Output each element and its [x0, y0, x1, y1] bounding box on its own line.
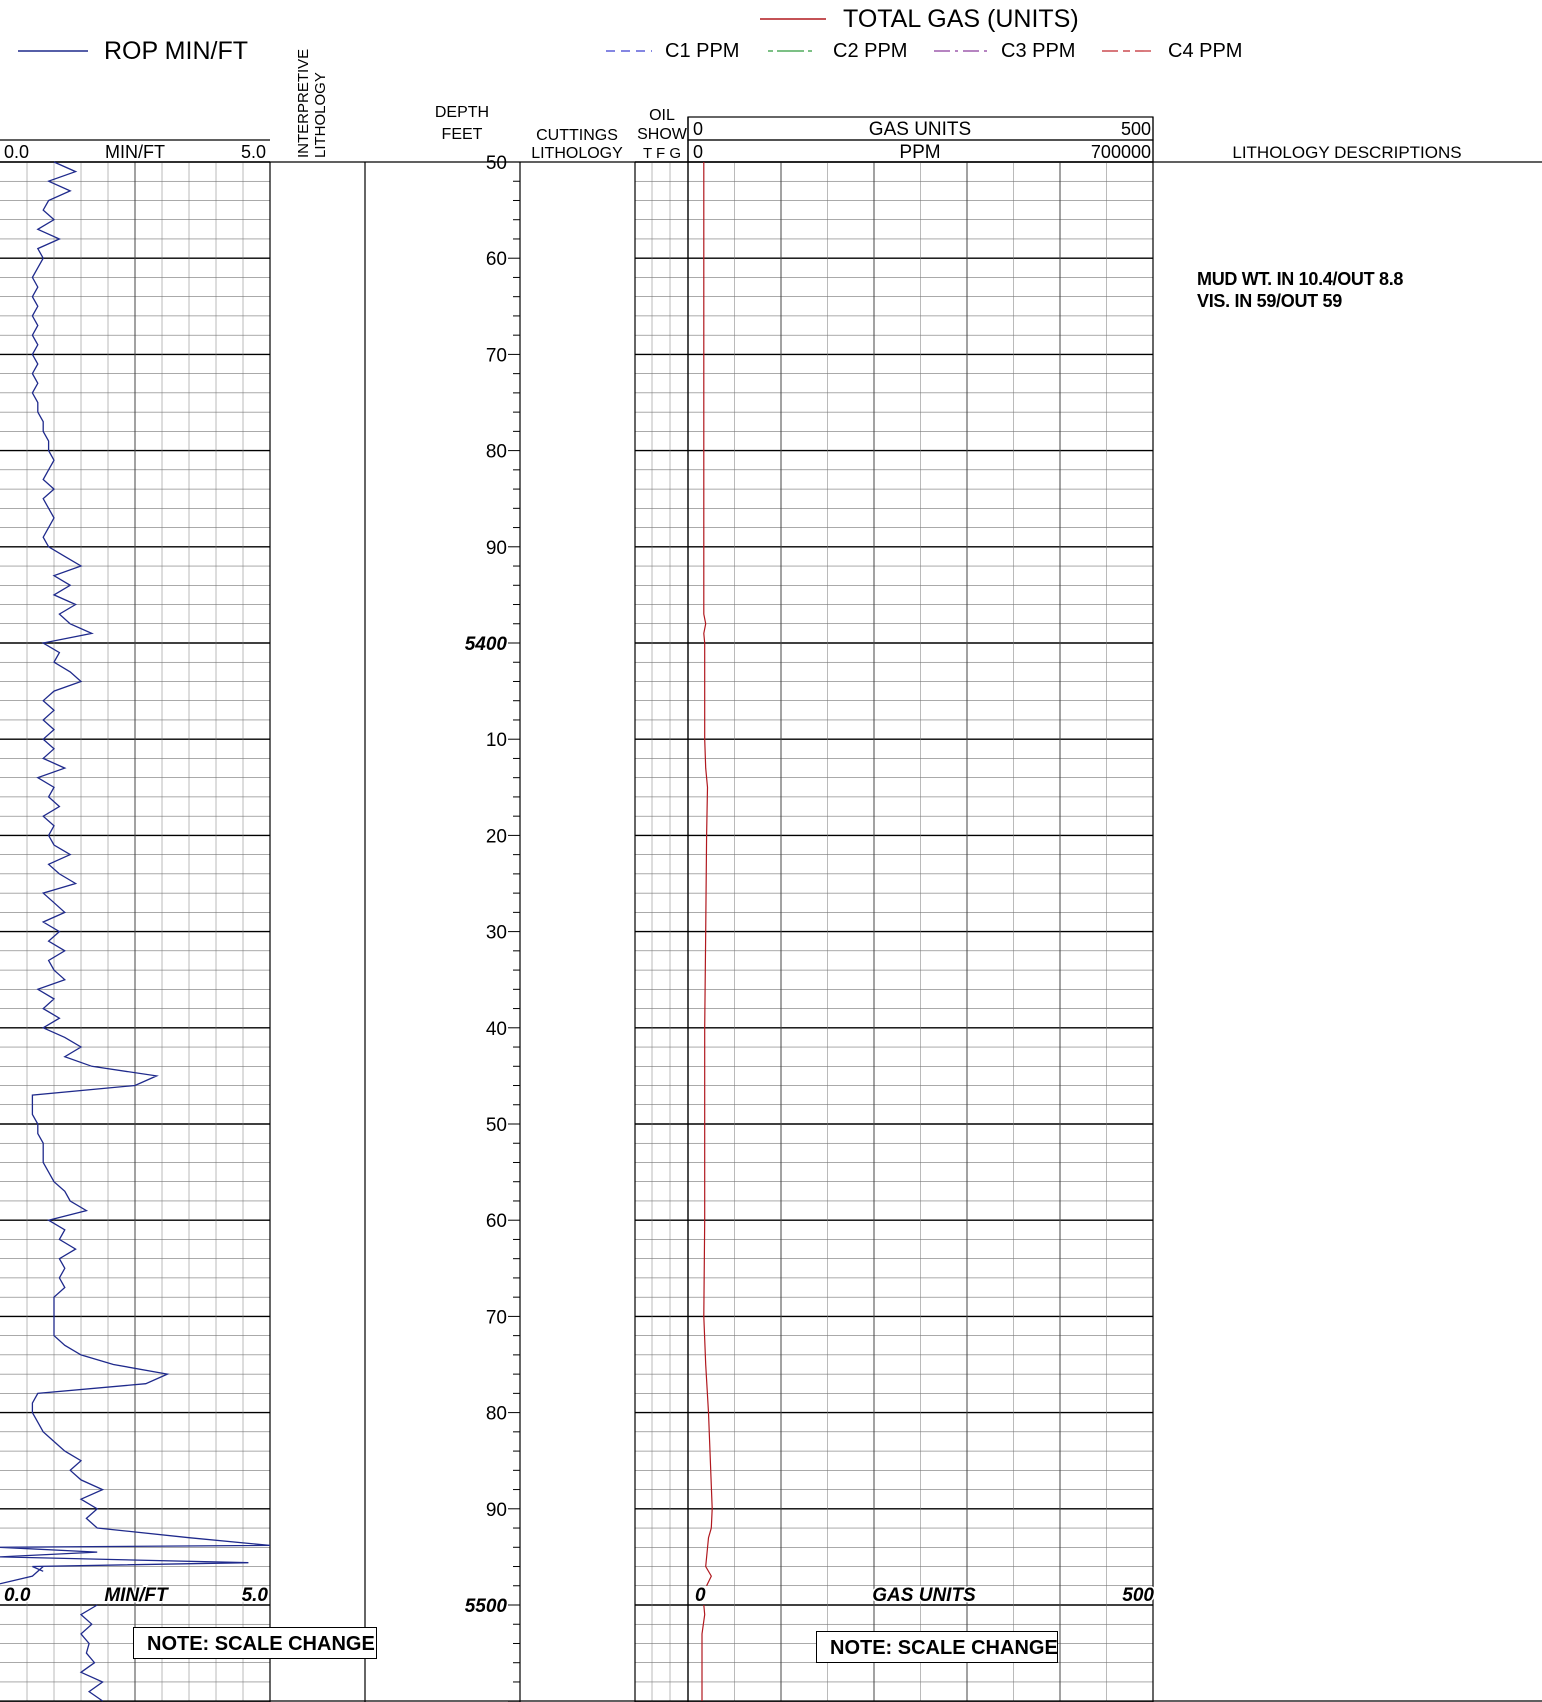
- depth-header-1: DEPTH: [435, 104, 489, 121]
- repeat-rop-max: 5.0: [242, 1585, 269, 1606]
- depth-label: 50: [486, 153, 507, 174]
- repeat-gas-min: 0: [695, 1585, 706, 1606]
- depth-label: 60: [486, 249, 507, 270]
- lithology-descriptions-header: LITHOLOGY DESCRIPTIONS: [1232, 143, 1461, 162]
- rop-scale-max: 5.0: [241, 142, 266, 162]
- rop-track-grid: [0, 161, 270, 1702]
- cuttings-header-2: LITHOLOGY: [531, 145, 623, 162]
- depth-label: 90: [486, 1500, 507, 1521]
- depth-label: 50: [486, 1115, 507, 1136]
- lithology-descriptions: MUD WT. IN 10.4/OUT 8.8 VIS. IN 59/OUT 5…: [1197, 268, 1403, 312]
- depth-label: 40: [486, 1019, 507, 1040]
- legend-rop: ROP MIN/FT: [104, 37, 248, 65]
- rop-scale-min: 0.0: [4, 142, 29, 162]
- legend-c2: C2 PPM: [833, 40, 907, 62]
- total-gas-curve: [703, 162, 713, 1587]
- total-gas-curve: [701, 1604, 706, 1701]
- depth-ticks: [508, 161, 520, 1702]
- repeat-gas-label: GAS UNITS: [872, 1585, 976, 1606]
- oil-show-header-2: SHOW: [637, 126, 688, 143]
- description-mud-weight: MUD WT. IN 10.4/OUT 8.8: [1197, 269, 1404, 289]
- depth-label: 10: [486, 730, 507, 751]
- rop-curve: [0, 161, 271, 1572]
- gas-scale-units-label: GAS UNITS: [869, 119, 971, 140]
- depth-header-2: FEET: [442, 126, 483, 143]
- depth-label: 5400: [465, 634, 508, 655]
- gas-scale-ppm-min: 0: [693, 142, 703, 162]
- repeat-rop-min: 0.0: [4, 1585, 31, 1606]
- cuttings-header-1: CUTTINGS: [536, 127, 618, 144]
- repeat-rop-label: MIN/FT: [104, 1585, 169, 1606]
- description-viscosity: VIS. IN 59/OUT 59: [1197, 291, 1342, 311]
- gas-scale-ppm-label: PPM: [899, 142, 940, 163]
- depth-label: 5500: [465, 1596, 508, 1617]
- legend-c4: C4 PPM: [1168, 40, 1242, 62]
- rop-curve: [0, 1566, 44, 1585]
- gas-scale-units-min: 0: [693, 119, 703, 139]
- gas-scale-ppm-max: 700000: [1091, 142, 1151, 162]
- depth-label: 70: [486, 345, 507, 366]
- oil-show-header-1: OIL: [649, 107, 675, 124]
- depth-label: 70: [486, 1307, 507, 1328]
- rop-curve: [79, 1604, 104, 1702]
- interpretive-lithology-header-1: INTERPRETIVE: [295, 49, 312, 158]
- gas-track-grid: [688, 161, 1153, 1702]
- log-curves: [0, 161, 713, 1702]
- repeat-gas-max: 500: [1122, 1585, 1154, 1606]
- depth-label: 90: [486, 538, 507, 559]
- gas-scale-change-note: NOTE: SCALE CHANGE: [816, 1631, 1058, 1663]
- interpretive-lithology-header-2: LITHOLOGY: [312, 72, 329, 158]
- depth-label: 80: [486, 442, 507, 463]
- legend-c3: C3 PPM: [1001, 40, 1075, 62]
- legend-total-gas: TOTAL GAS (UNITS): [843, 5, 1079, 33]
- rop-scale-label: MIN/FT: [105, 142, 165, 162]
- depth-label: 60: [486, 1211, 507, 1232]
- gas-scale-units-max: 500: [1121, 119, 1151, 139]
- oil-show-header-3: T F G: [643, 145, 681, 162]
- depth-label: 80: [486, 1404, 507, 1425]
- depth-labels: 50 60 70 80 90 5400 10 20 30 40 50 60 70 80 90 5500: [465, 153, 508, 1617]
- legend-c1: C1 PPM: [665, 40, 739, 62]
- depth-label: 30: [486, 923, 507, 944]
- depth-label: 20: [486, 826, 507, 847]
- oil-show-track-grid: [635, 161, 688, 1702]
- rop-scale-change-note: NOTE: SCALE CHANGE: [133, 1627, 377, 1659]
